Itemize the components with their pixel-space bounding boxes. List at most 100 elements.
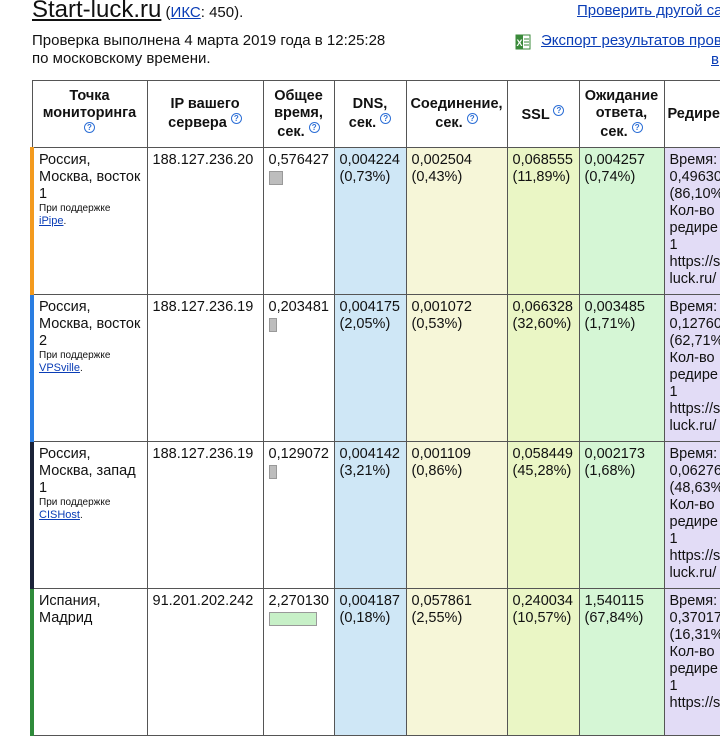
redirect-line: редире	[670, 514, 720, 531]
site-name-link[interactable]: Start-luck.ru	[32, 0, 161, 23]
redirect-line: 0,49630	[670, 169, 720, 186]
connection-cell: 0,057861(2,55%)	[406, 589, 507, 736]
redirect-line: Время:	[670, 152, 720, 169]
redirect-line: редире	[670, 367, 720, 384]
svg-text:X: X	[516, 38, 522, 48]
total-value: 2,270130	[269, 593, 329, 610]
redirect-line: редире	[670, 661, 720, 678]
total-cell: 0,129072	[263, 442, 334, 589]
excel-icon: X	[515, 34, 531, 50]
site-title: Start-luck.ru (ИКС: 450).	[32, 0, 243, 24]
redirect-line: https://s	[670, 401, 720, 418]
provider-link[interactable]: iPipe	[39, 215, 63, 227]
help-icon[interactable]: ?	[632, 122, 643, 133]
header-wait: Ожидание ответа, сек. ?	[579, 81, 664, 148]
redirect-line: 1	[670, 384, 720, 401]
export-link[interactable]: Экспорт результатов прове	[541, 32, 720, 50]
ip-cell: 91.201.202.242	[147, 589, 263, 736]
location-name: Испания, Мадрид	[39, 593, 142, 627]
checked-info: Проверка выполнена 4 марта 2019 года в 1…	[32, 32, 385, 68]
ssl-cell: 0,240034(10,57%)	[507, 589, 579, 736]
redirect-line: luck.ru/	[670, 271, 720, 288]
redirect-line: luck.ru/	[670, 418, 720, 435]
ip-cell: 188.127.236.19	[147, 295, 263, 442]
total-time-bar	[269, 612, 317, 626]
total-time-bar	[269, 318, 277, 332]
redirect-line: (48,63%	[670, 480, 720, 497]
dns-cell: 0,004224(0,73%)	[334, 148, 406, 295]
help-icon[interactable]: ?	[309, 122, 320, 133]
checked-date: Проверка выполнена 4 марта 2019 года в 1…	[32, 32, 385, 50]
header-dns: DNS, сек. ?	[334, 81, 406, 148]
redirect-line: 1	[670, 531, 720, 548]
export-link-cont[interactable]: в	[711, 51, 719, 69]
help-icon[interactable]: ?	[380, 113, 391, 124]
redirect-line: 1	[670, 237, 720, 254]
help-icon[interactable]: ?	[84, 122, 95, 133]
wait-cell: 0,003485(1,71%)	[579, 295, 664, 442]
location-name: Россия, Москва, восток 1	[39, 152, 142, 203]
ip-cell: 188.127.236.20	[147, 148, 263, 295]
redirect-line: Время:	[670, 299, 720, 316]
total-value: 0,203481	[269, 299, 329, 316]
ssl-cell: 0,066328(32,60%)	[507, 295, 579, 442]
header-total: Общее время, сек. ?	[263, 81, 334, 148]
dns-cell: 0,004175(2,05%)	[334, 295, 406, 442]
redirect-line: Кол-во	[670, 203, 720, 220]
checked-timezone: по московскому времени.	[32, 50, 385, 68]
dns-cell: 0,004187(0,18%)	[334, 589, 406, 736]
redirect-line: (86,10%	[670, 186, 720, 203]
help-icon[interactable]: ?	[467, 113, 478, 124]
total-value: 0,129072	[269, 446, 329, 463]
connection-cell: 0,002504(0,43%)	[406, 148, 507, 295]
check-other-site-link[interactable]: Проверить другой са	[577, 2, 720, 19]
help-icon[interactable]: ?	[231, 113, 242, 124]
wait-cell: 0,002173(1,68%)	[579, 442, 664, 589]
dns-cell: 0,004142(3,21%)	[334, 442, 406, 589]
redirect-line: luck.ru/	[670, 565, 720, 582]
redirect-line: https://s	[670, 695, 720, 712]
redirect-line: Кол-во	[670, 350, 720, 367]
location-name: Россия, Москва, восток 2	[39, 299, 142, 350]
ssl-cell: 0,058449(45,28%)	[507, 442, 579, 589]
total-time-bar	[269, 171, 283, 185]
total-cell: 0,203481	[263, 295, 334, 442]
total-cell: 0,576427	[263, 148, 334, 295]
provider-link[interactable]: CISHost	[39, 509, 80, 521]
redirect-line: редире	[670, 220, 720, 237]
header-location: Точка мониторинга?	[32, 81, 147, 148]
table-header-row: Точка мониторинга? IP вашего сервера ? О…	[32, 81, 720, 148]
total-time-bar	[269, 465, 277, 479]
wait-cell: 1,540115(67,84%)	[579, 589, 664, 736]
wait-cell: 0,004257(0,74%)	[579, 148, 664, 295]
redirect-line: (62,71%	[670, 333, 720, 350]
header-ssl: SSL ?	[507, 81, 579, 148]
redirect-line: https://s	[670, 548, 720, 565]
iks-link[interactable]: ИКС	[171, 4, 201, 21]
provider-link[interactable]: VPSville	[39, 362, 80, 374]
redirect-line: (16,31%	[670, 627, 720, 644]
redirect-line: 0,06276	[670, 463, 720, 480]
redirect-line: 0,37017	[670, 610, 720, 627]
iks-value: : 450).	[201, 4, 244, 21]
help-icon[interactable]: ?	[553, 105, 564, 116]
redirect-line: https://s	[670, 254, 720, 271]
ip-cell: 188.127.236.19	[147, 442, 263, 589]
header-redirect: Редире	[664, 81, 720, 148]
redirect-line: Время:	[670, 446, 720, 463]
total-cell: 2,270130	[263, 589, 334, 736]
ssl-cell: 0,068555(11,89%)	[507, 148, 579, 295]
